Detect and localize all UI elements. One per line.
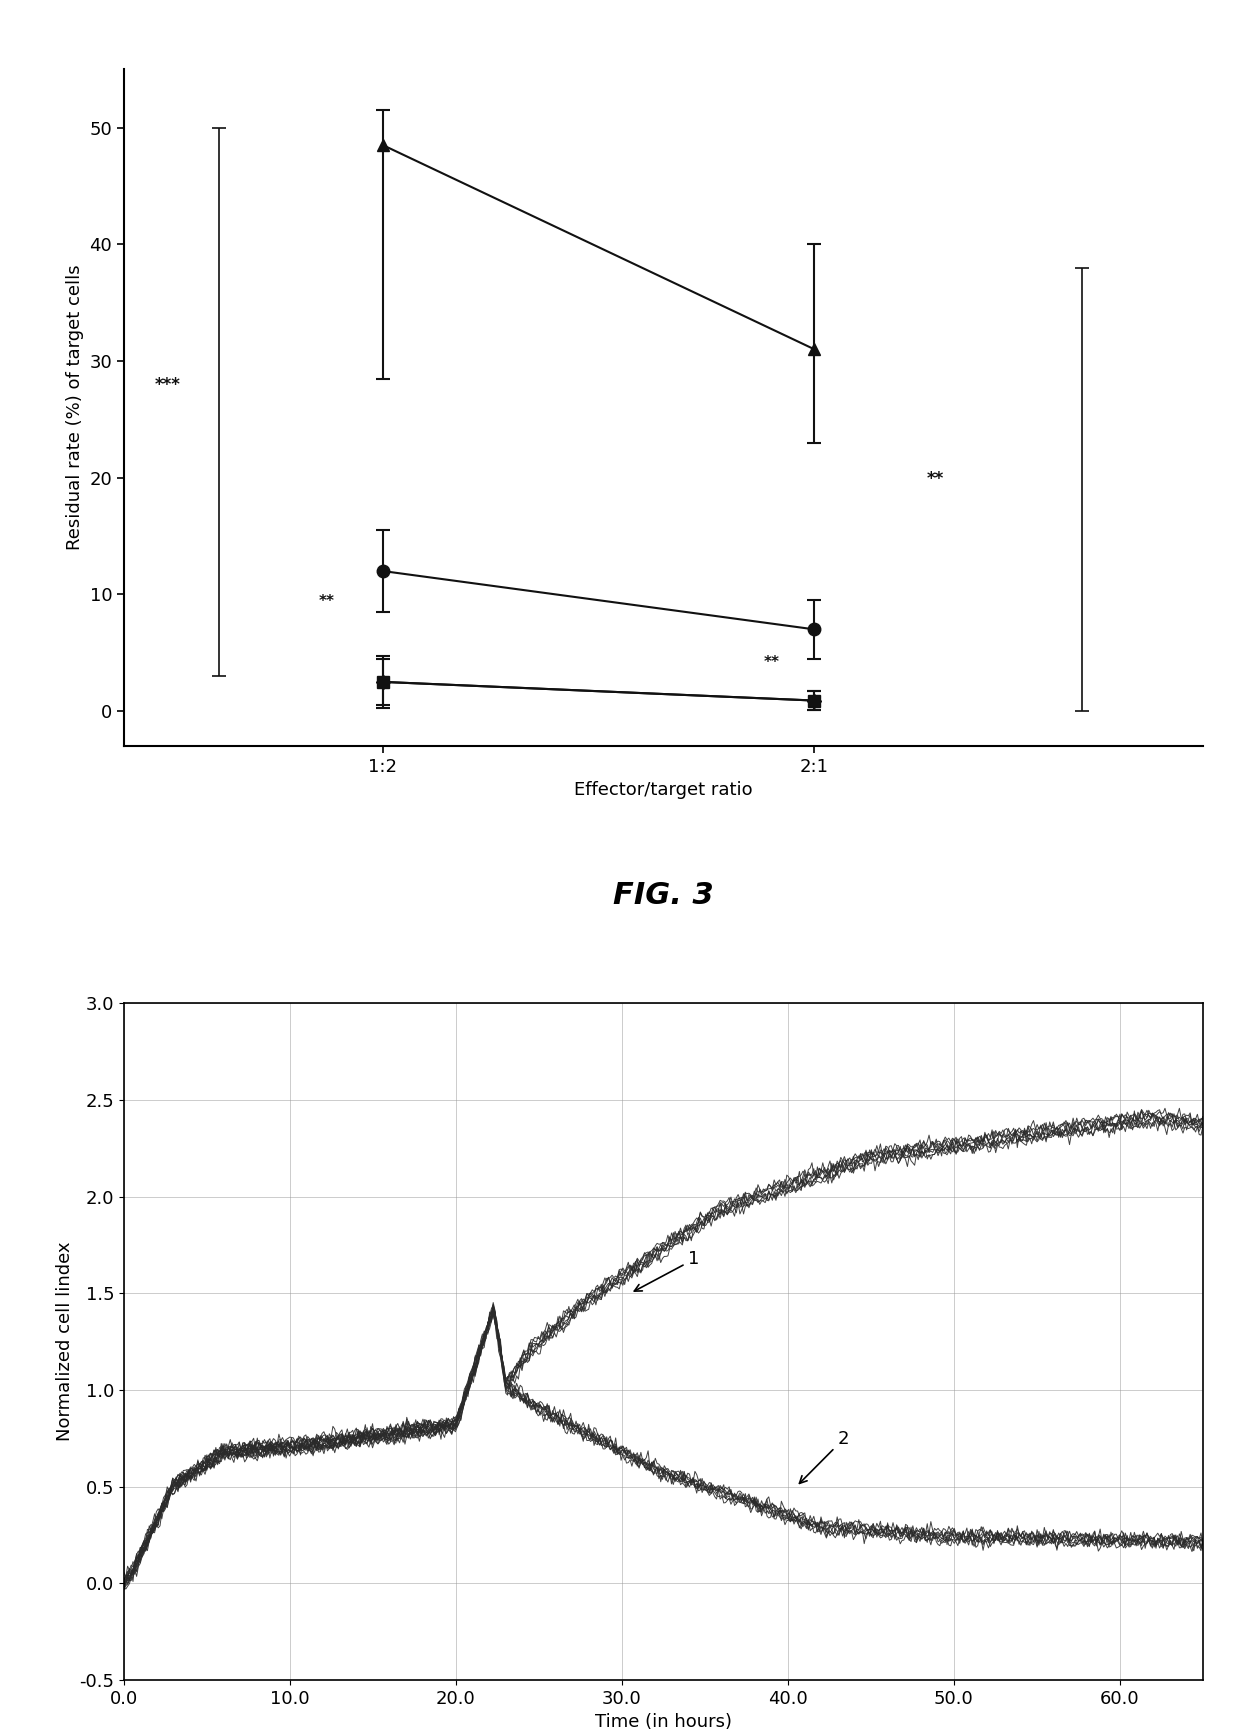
Text: ***: *** <box>154 376 180 395</box>
X-axis label: Effector/target ratio: Effector/target ratio <box>574 781 753 800</box>
Text: FIG. 3: FIG. 3 <box>613 882 714 911</box>
Y-axis label: Normalized cell lindex: Normalized cell lindex <box>56 1242 73 1441</box>
Text: 2: 2 <box>800 1431 849 1483</box>
Text: **: ** <box>319 594 335 610</box>
Text: **: ** <box>926 469 944 487</box>
Text: 1: 1 <box>635 1251 699 1290</box>
X-axis label: Time (in hours): Time (in hours) <box>595 1713 732 1732</box>
Text: **: ** <box>764 655 779 670</box>
Y-axis label: Residual rate (%) of target cells: Residual rate (%) of target cells <box>66 265 84 551</box>
